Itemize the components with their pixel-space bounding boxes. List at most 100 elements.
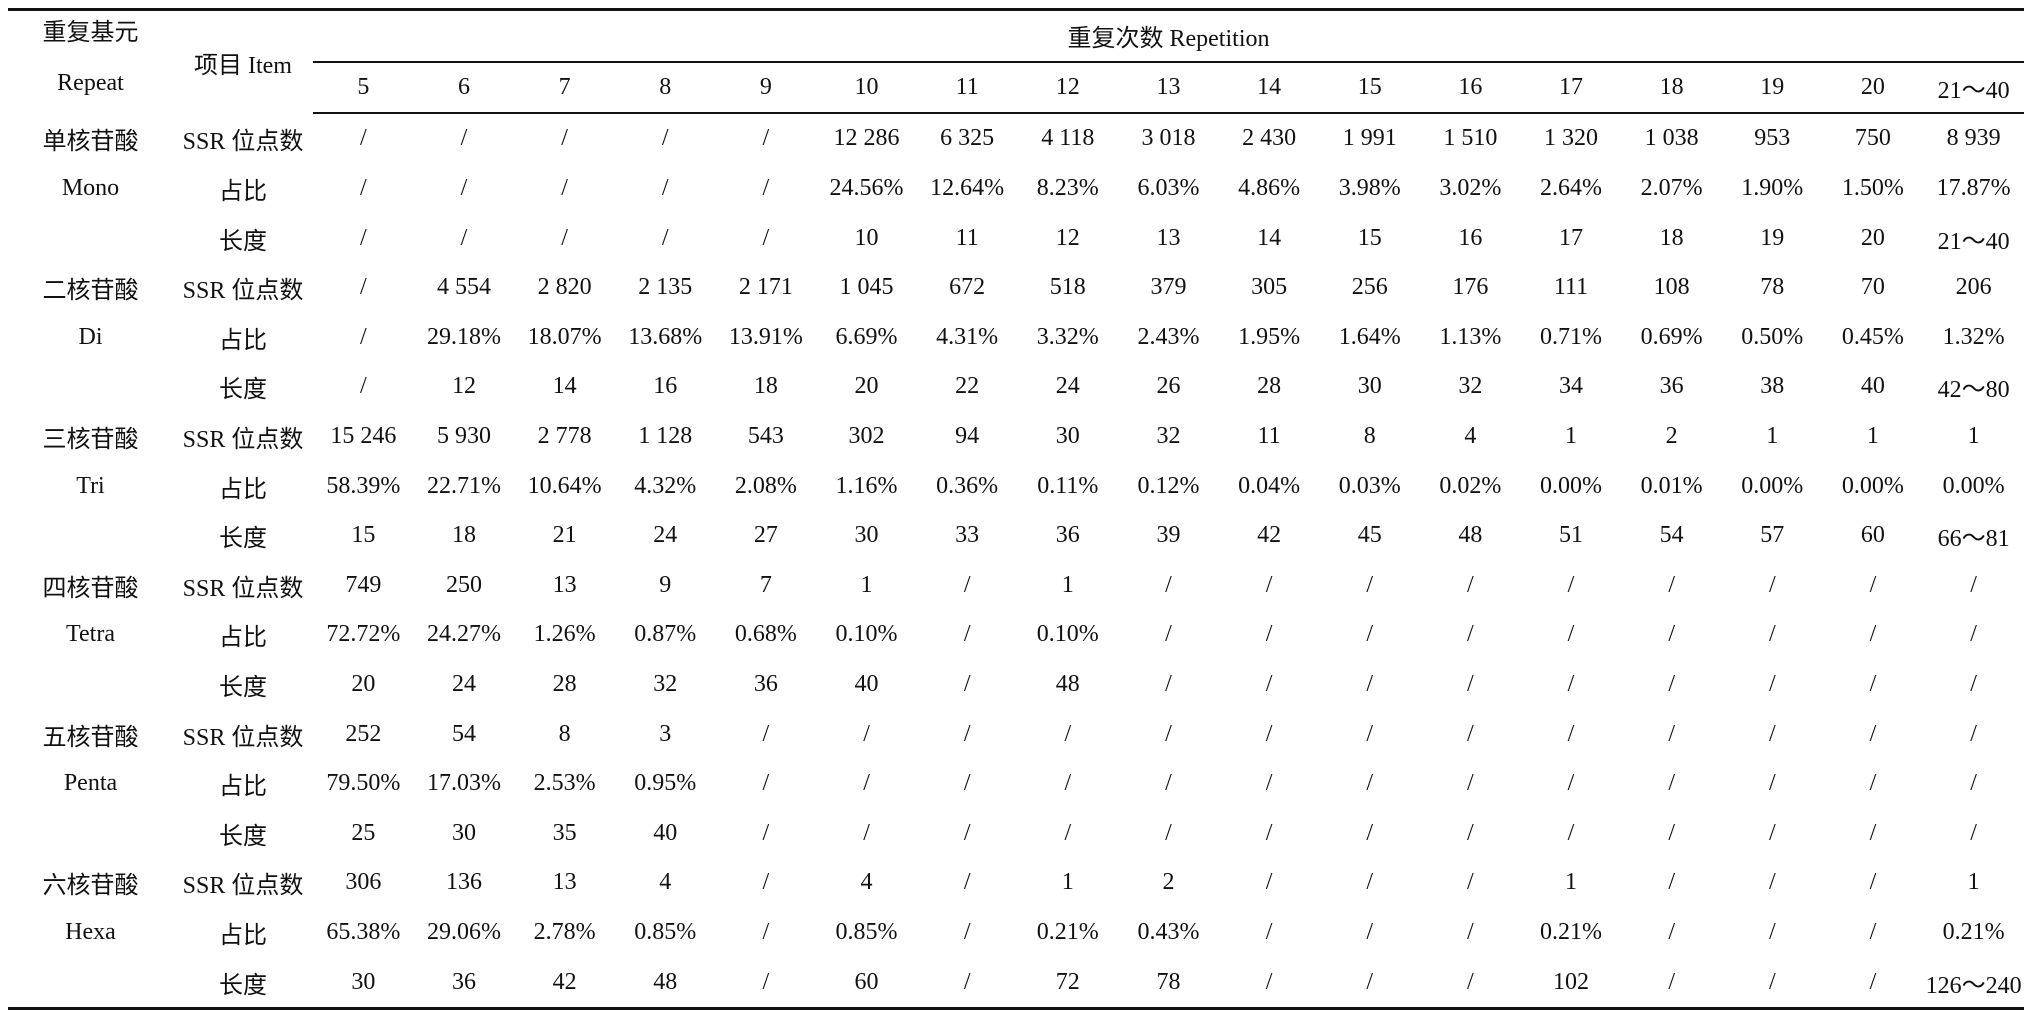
data-cell: / (1467, 571, 1474, 598)
data-cell: / (1366, 770, 1374, 797)
data-cell: 0.43% (1137, 918, 1200, 945)
data-cell: / (1768, 621, 1776, 648)
data-cell: / (1567, 819, 1575, 846)
data-cell: 953 (1754, 125, 1791, 152)
data-cell: 0.00% (1540, 472, 1602, 499)
data-cell: / (963, 869, 971, 896)
data-cell: / (1721, 957, 1823, 1010)
repeat-cell: Tri (76, 472, 105, 499)
data-cell: / (963, 720, 971, 747)
data-cell: / (661, 125, 669, 152)
data-cell: 16 (1458, 224, 1483, 251)
data-cell: 65.38% (326, 918, 401, 945)
data-cell: 48 (1055, 671, 1080, 698)
data-cell: 48 (614, 957, 716, 1010)
data-cell: 19 (1760, 224, 1785, 251)
data-cell: 8 (1363, 423, 1376, 450)
data-cell: 16 (653, 373, 678, 400)
data-cell: / (1768, 918, 1776, 945)
data-cell: / (359, 274, 367, 301)
repetition-header: 重复次数 Repetition (313, 7, 2024, 63)
table-row: Tri 占比 58.39% 22.71% 10.64% 4.32% 2.08% 1.16% 0.… (8, 461, 2024, 511)
data-cell: 10.64% (527, 472, 602, 499)
data-cell: 2 171 (738, 274, 793, 301)
data-cell: / (1467, 918, 1474, 945)
data-cell: 22 (955, 373, 980, 400)
data-cell: 176 (1452, 274, 1489, 301)
data-cell: 102 (1520, 957, 1622, 1010)
repeat-cell (8, 213, 173, 263)
data-cell: / (1970, 571, 1977, 598)
data-cell: 3 (659, 720, 672, 747)
data-cell: / (1265, 819, 1273, 846)
column-header: 11 (916, 61, 1018, 115)
data-cell: 0.69% (1640, 323, 1703, 350)
item-cell: SSR 位点数 (182, 724, 304, 751)
column-header: 18 (1621, 61, 1722, 115)
data-cell: 1.50% (1841, 175, 1904, 202)
repeat-cell: 二核苷酸 (42, 278, 139, 305)
data-cell: 2.08% (734, 472, 797, 499)
data-cell: / (1265, 720, 1273, 747)
data-cell: / (1869, 819, 1877, 846)
data-cell: / (1467, 621, 1474, 648)
data-cell: 0.87% (634, 621, 697, 648)
data-cell: 0.10% (835, 621, 898, 648)
data-cell: / (1265, 869, 1273, 896)
data-cell: 28 (552, 671, 577, 698)
data-cell: / (1218, 957, 1320, 1010)
data-cell: / (1621, 957, 1722, 1010)
column-header: 21～40 (1923, 61, 2024, 115)
data-cell: 1 045 (839, 274, 894, 301)
data-cell: / (561, 224, 568, 251)
column-header: 10 (816, 61, 917, 115)
data-cell: 72.72% (326, 621, 401, 648)
item-cell: 长度 (219, 228, 267, 255)
data-cell: 1.90% (1741, 175, 1804, 202)
data-cell: / (460, 175, 468, 202)
data-cell: 24.27% (426, 621, 501, 648)
data-cell: 0.02% (1439, 472, 1502, 499)
data-cell: 30 (1357, 373, 1382, 400)
repeat-cell: 三核苷酸 (42, 427, 139, 454)
data-cell: 0.00% (1841, 472, 1904, 499)
data-cell: / (1265, 770, 1273, 797)
repeat-cell (8, 511, 173, 561)
column-header: 7 (514, 61, 615, 115)
data-cell: / (715, 957, 817, 1010)
data-cell: 26 (1156, 373, 1181, 400)
data-cell: 17.03% (426, 770, 501, 797)
repeat-cell (8, 660, 173, 710)
column-header: 14 (1218, 61, 1320, 115)
data-cell: / (1366, 671, 1374, 698)
data-cell: 4 (1464, 423, 1477, 450)
data-cell: 9 (659, 571, 672, 598)
data-cell: 13.68% (628, 323, 703, 350)
table-row: 长度 / / / / / 10 11 12 13 14 15 16 17 18 19 20 21～40 (8, 213, 2024, 263)
data-cell: 302 (848, 423, 885, 450)
data-cell: 33 (955, 522, 980, 549)
data-cell: / (762, 869, 770, 896)
data-cell: 58.39% (326, 472, 401, 499)
repeat-cell: Mono (61, 175, 120, 202)
data-cell: 1 128 (638, 423, 693, 450)
data-cell: 11 (955, 224, 979, 251)
data-cell: / (1668, 621, 1675, 648)
data-cell: 2 820 (537, 274, 592, 301)
data-cell: 79.50% (326, 770, 401, 797)
data-cell: / (762, 819, 770, 846)
data-cell: 32 (653, 671, 678, 698)
data-cell: 4.32% (634, 472, 697, 499)
column-header: 16 (1420, 61, 1521, 115)
column-header: 12 (1017, 61, 1119, 115)
data-cell: / (1970, 671, 1977, 698)
data-cell: / (1165, 819, 1172, 846)
data-cell: 48 (1458, 522, 1483, 549)
item-cell: SSR 位点数 (182, 427, 304, 454)
data-cell: / (1768, 819, 1776, 846)
data-cell: / (1668, 869, 1675, 896)
item-cell: SSR 位点数 (182, 873, 304, 900)
data-cell: 15 246 (330, 423, 397, 450)
data-cell: 3.98% (1338, 175, 1401, 202)
column-header: 9 (715, 61, 817, 115)
